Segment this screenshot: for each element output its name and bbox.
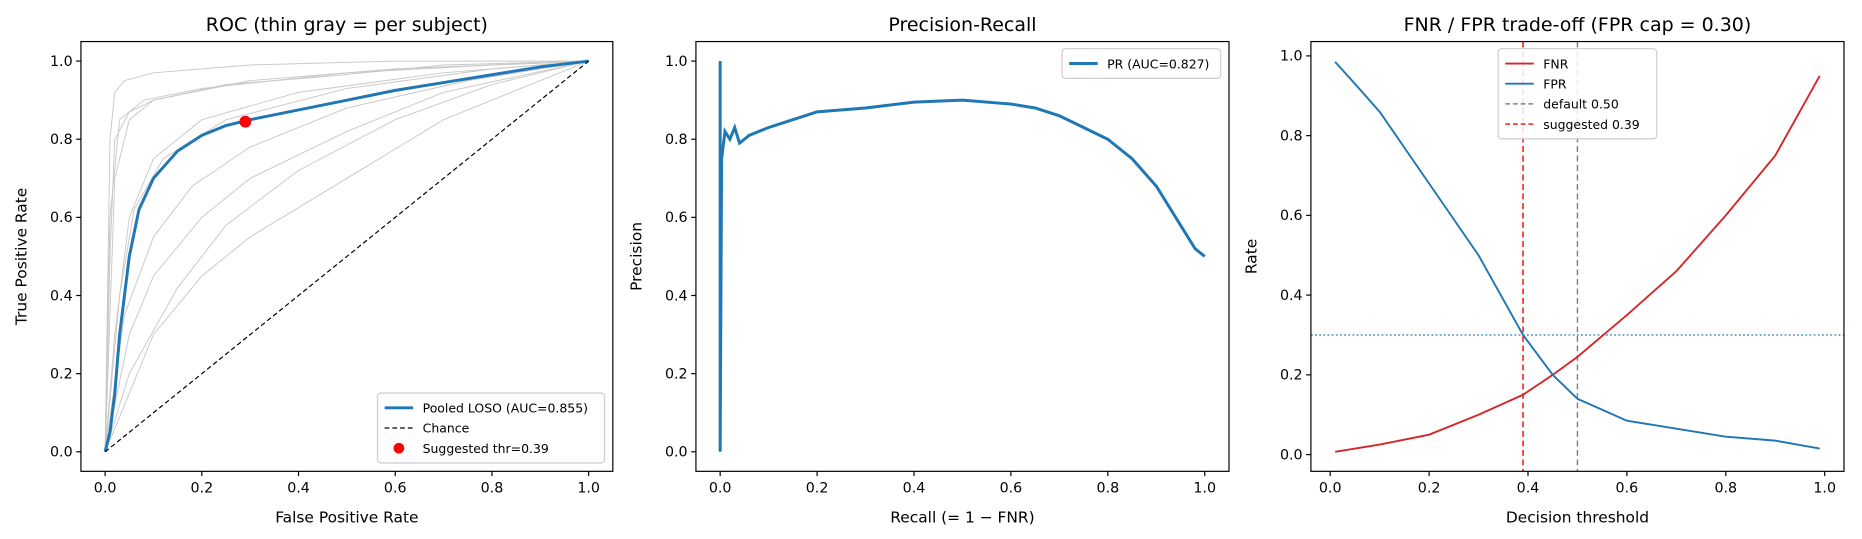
legend-marker <box>393 442 405 454</box>
legend-label: PR (AUC=0.827) <box>1107 56 1209 71</box>
x-tick-label: 1.0 <box>1193 481 1216 497</box>
x-tick-label: 1.0 <box>577 481 600 497</box>
plot-frame <box>80 40 614 472</box>
panel-title: Precision-Recall <box>888 14 1036 36</box>
x-axis-label: Decision threshold <box>1506 508 1649 526</box>
y-tick-label: 0.2 <box>665 366 688 382</box>
series-line <box>104 60 589 452</box>
x-tick-label: 0.2 <box>1418 481 1441 497</box>
x-axis-label: Recall (= 1 − FNR) <box>890 508 1034 526</box>
series-line <box>103 59 589 453</box>
x-axis-label: False Positive Rate <box>275 508 418 526</box>
x-tick-label: 0.6 <box>384 481 407 497</box>
x-tick-label: 0.0 <box>709 481 732 497</box>
panel-title: FNR / FPR trade-off (FPR cap = 0.30) <box>1404 14 1752 36</box>
series-line <box>1334 61 1820 450</box>
series-line <box>104 60 589 452</box>
series-line <box>104 60 589 452</box>
x-tick-label: 0.2 <box>191 481 214 497</box>
y-tick-label: 0.0 <box>50 445 73 461</box>
x-tick-label: 0.8 <box>1097 481 1120 497</box>
panel: FNR / FPR trade-off (FPR cap = 0.30) Deci… <box>1242 14 1845 526</box>
y-tick-label: 0.8 <box>1280 128 1303 144</box>
panel-title: ROC (thin gray = per subject) <box>206 14 488 36</box>
x-tick-label: 0.8 <box>1714 481 1737 497</box>
legend-label: FNR <box>1543 56 1568 71</box>
y-tick-label: 0.6 <box>665 210 688 226</box>
y-axis-label: Rate <box>1242 239 1260 274</box>
series-line <box>718 61 1206 452</box>
point <box>239 115 252 128</box>
y-axis-label: Precision <box>627 222 645 291</box>
y-tick-label: 1.0 <box>665 54 688 70</box>
x-tick-label: 0.0 <box>94 481 117 497</box>
x-tick-label: 1.0 <box>1813 481 1836 497</box>
x-tick-label: 0.4 <box>903 481 926 497</box>
series-line <box>104 60 589 452</box>
panel: ROC (thin gray = per subject) False Posit… <box>12 14 614 526</box>
series-line <box>104 60 590 453</box>
x-tick-label: 0.0 <box>1319 481 1342 497</box>
legend-label: Pooled LOSO (AUC=0.855) <box>423 401 588 416</box>
series-line <box>104 60 589 452</box>
series-line <box>1334 75 1821 453</box>
y-tick-label: 0.2 <box>1280 368 1303 384</box>
y-tick-label: 0.4 <box>50 288 73 304</box>
y-tick-label: 0.6 <box>1280 208 1303 224</box>
x-tick-label: 0.4 <box>287 481 310 497</box>
legend: Pooled LOSO (AUC=0.855) Chance Suggested t… <box>376 392 606 464</box>
y-tick-label: 0.8 <box>50 132 73 148</box>
panel: Precision-Recall Recall (= 1 − FNR) Precis… <box>627 14 1230 526</box>
legend-label: FPR <box>1543 76 1567 91</box>
legend-label: Suggested thr=0.39 <box>423 441 549 456</box>
y-tick-label: 0.4 <box>665 288 688 304</box>
y-tick-label: 1.0 <box>1280 49 1303 65</box>
y-axis-label: True Positive Rate <box>12 188 30 326</box>
x-tick-label: 0.6 <box>1616 481 1639 497</box>
x-tick-label: 0.8 <box>481 481 504 497</box>
legend-box <box>1497 48 1658 140</box>
plot-frame <box>695 40 1230 472</box>
y-tick-label: 0.8 <box>665 132 688 148</box>
legend-box <box>1061 48 1222 79</box>
y-tick-label: 1.0 <box>50 54 73 70</box>
legend: FNR FPR default 0.50 suggested 0.39 <box>1497 48 1658 140</box>
x-tick-label: 0.4 <box>1517 481 1540 497</box>
legend-label: default 0.50 <box>1543 97 1619 112</box>
series-line <box>104 60 589 452</box>
series-line <box>104 60 589 452</box>
x-tick-label: 0.2 <box>806 481 829 497</box>
y-tick-label: 0.4 <box>1280 288 1303 304</box>
legend-label: Chance <box>423 421 470 436</box>
legend: PR (AUC=0.827) <box>1061 48 1222 79</box>
legend-label: suggested 0.39 <box>1543 117 1640 132</box>
plot-frame <box>1310 40 1845 472</box>
x-tick-label: 0.6 <box>1000 481 1023 497</box>
y-tick-label: 0.6 <box>50 210 73 226</box>
y-tick-label: 0.2 <box>50 366 73 382</box>
y-tick-label: 0.0 <box>1280 447 1303 463</box>
legend-box <box>376 392 606 464</box>
y-tick-label: 0.0 <box>665 445 688 461</box>
series-line <box>104 60 589 452</box>
series-line <box>104 60 589 452</box>
